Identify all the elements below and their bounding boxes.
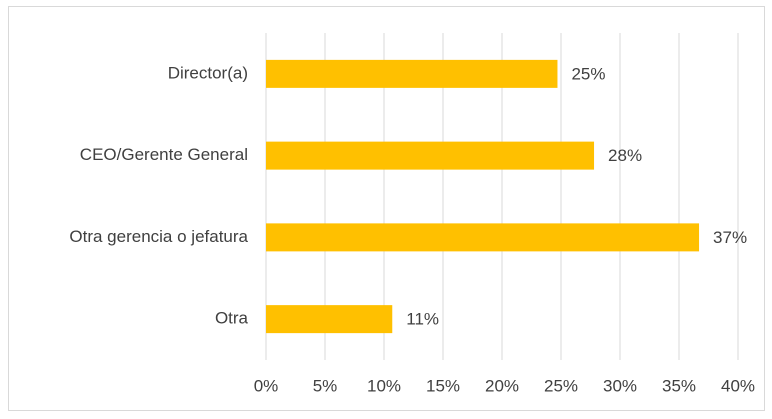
bar [266,305,393,334]
chart-frame [8,6,765,411]
y-tick-label: Otra gerencia o jefatura [69,227,248,246]
x-tick-label: 40% [721,376,755,395]
bar [266,59,558,88]
x-tick-label: 5% [313,376,338,395]
data-label: 37% [713,228,747,247]
x-tick-label: 25% [544,376,578,395]
x-tick-label: 10% [367,376,401,395]
data-label: 11% [406,310,439,329]
x-tick-label: 30% [603,376,637,395]
data-label: 28% [608,146,642,165]
y-tick-label: Director(a) [168,63,248,82]
x-tick-label: 35% [662,376,696,395]
bar [266,223,700,252]
bar [266,141,595,170]
x-tick-label: 15% [426,376,460,395]
y-tick-label: CEO/Gerente General [80,145,248,164]
data-label: 25% [571,64,605,83]
x-tick-label: 20% [485,376,519,395]
x-tick-label: 0% [254,376,279,395]
y-tick-label: Otra [215,309,249,328]
